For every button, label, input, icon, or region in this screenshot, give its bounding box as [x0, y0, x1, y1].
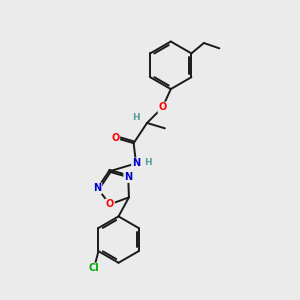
Text: H: H [132, 112, 140, 122]
Text: N: N [93, 183, 101, 193]
Text: O: O [158, 103, 166, 112]
Text: H: H [144, 158, 152, 167]
Text: O: O [106, 199, 114, 209]
Text: Cl: Cl [88, 263, 99, 273]
Text: N: N [132, 158, 140, 168]
Text: N: N [124, 172, 132, 182]
Text: O: O [111, 133, 119, 143]
